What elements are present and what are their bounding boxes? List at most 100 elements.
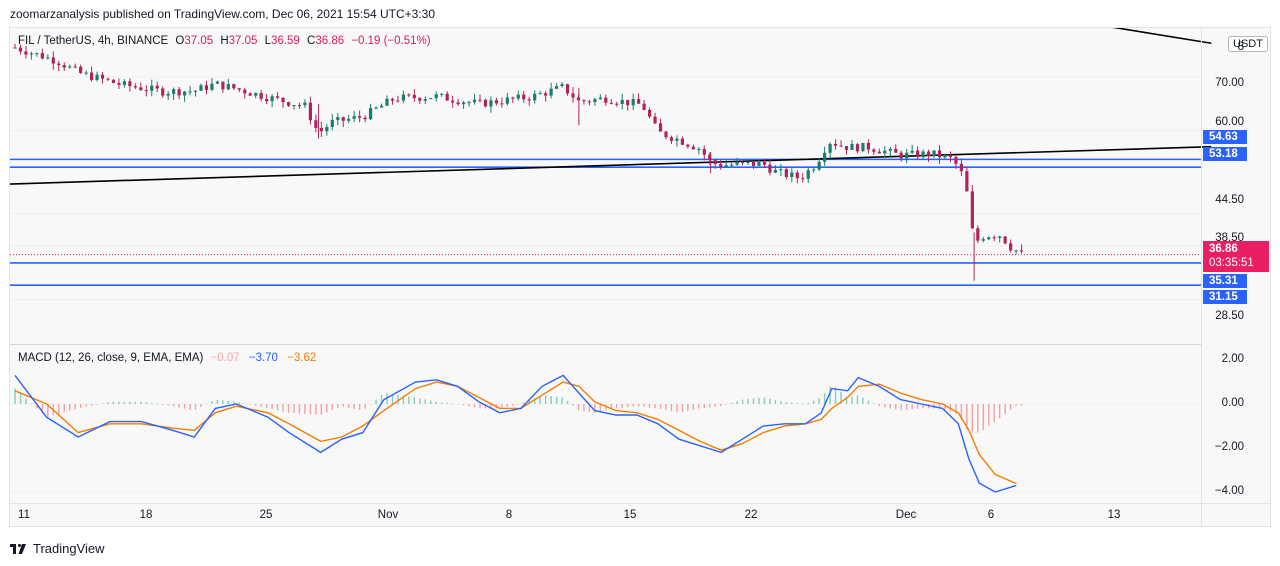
histogram-bar bbox=[123, 401, 126, 404]
currency-button[interactable]: USDT bbox=[1228, 36, 1268, 52]
candle-body bbox=[894, 148, 898, 153]
histogram-bar bbox=[1015, 404, 1017, 406]
candle-body bbox=[740, 162, 745, 164]
histogram-bar bbox=[517, 404, 519, 405]
candle-body bbox=[708, 154, 712, 161]
histogram-bar bbox=[966, 404, 968, 430]
candle-body bbox=[768, 164, 772, 173]
candle-body bbox=[150, 85, 154, 91]
high-value: 37.05 bbox=[228, 35, 258, 47]
histogram-bar bbox=[79, 404, 82, 408]
candle-body bbox=[336, 117, 340, 120]
candle-body bbox=[478, 99, 482, 101]
candle-body bbox=[833, 143, 838, 146]
histogram-bar bbox=[315, 404, 317, 415]
candle-body bbox=[445, 93, 449, 101]
price-tick: 44.50 bbox=[1215, 194, 1244, 206]
histogram-bar bbox=[85, 404, 87, 407]
histogram-bar bbox=[659, 404, 662, 409]
candle-body bbox=[637, 99, 641, 104]
candle-body bbox=[516, 94, 520, 99]
candle-body bbox=[401, 94, 406, 101]
price-tick: 28.50 bbox=[1215, 310, 1244, 322]
time-axis-border bbox=[10, 503, 1270, 504]
histogram-bar bbox=[643, 404, 645, 407]
candle-body bbox=[948, 155, 953, 158]
time-tick: 25 bbox=[259, 509, 273, 521]
candle-body bbox=[133, 86, 137, 88]
histogram-bar bbox=[309, 404, 312, 415]
histogram-bar bbox=[845, 396, 848, 404]
macd-title[interactable]: MACD (12, 26, close, 9, EMA, EMA) bbox=[18, 352, 204, 364]
histogram-bar bbox=[856, 395, 859, 404]
histogram-bar bbox=[878, 404, 881, 407]
candle-body bbox=[412, 94, 416, 99]
level-tag-53[interactable]: 53.18 bbox=[1203, 147, 1247, 161]
level-tag-35[interactable]: 35.31 bbox=[1203, 274, 1247, 288]
histogram-bar bbox=[479, 404, 481, 409]
candle-body bbox=[24, 51, 28, 55]
candle-body bbox=[987, 237, 991, 240]
candle-body bbox=[275, 96, 280, 98]
candle-body bbox=[724, 165, 728, 167]
candle-body bbox=[292, 105, 296, 107]
macd-tick: 2.00 bbox=[1221, 353, 1244, 365]
histogram-bar bbox=[807, 402, 809, 404]
close-label: C bbox=[307, 35, 316, 47]
candle-body bbox=[735, 162, 739, 165]
trend-lines bbox=[10, 28, 1212, 185]
histogram-bar bbox=[977, 404, 979, 433]
candle-body bbox=[155, 85, 159, 89]
candle-body bbox=[828, 143, 832, 153]
histogram-bar bbox=[200, 404, 202, 408]
histogram-bar bbox=[1004, 404, 1006, 415]
histogram-bar bbox=[140, 401, 142, 404]
macd-tick: −4.00 bbox=[1214, 485, 1244, 497]
candle-body bbox=[352, 116, 356, 119]
histogram-bar bbox=[944, 404, 946, 410]
candle-body bbox=[51, 57, 55, 64]
pane-divider[interactable] bbox=[10, 344, 1202, 345]
candle-body bbox=[423, 99, 427, 101]
candle-body bbox=[226, 84, 230, 90]
candle-body bbox=[117, 82, 121, 85]
histogram-bar bbox=[692, 404, 695, 410]
histogram-bar bbox=[719, 404, 722, 407]
candle-body bbox=[368, 107, 373, 120]
histogram-bar bbox=[577, 404, 580, 411]
level-tag-31[interactable]: 31.15 bbox=[1203, 290, 1247, 304]
histogram-bar bbox=[413, 397, 416, 404]
time-tick: Dec bbox=[895, 509, 917, 521]
candle-body bbox=[193, 90, 198, 92]
candle-body bbox=[374, 107, 378, 109]
candle-body bbox=[139, 87, 143, 91]
histogram-bar bbox=[74, 404, 76, 410]
symbol-title[interactable]: FIL / TetherUS, 4h, BINANCE bbox=[18, 35, 169, 47]
candle-body bbox=[937, 150, 942, 158]
histogram-bar bbox=[298, 404, 301, 414]
candle-body bbox=[89, 72, 94, 81]
time-tick: Nov bbox=[377, 509, 399, 521]
histogram-bar bbox=[440, 402, 443, 404]
histogram-bar bbox=[730, 402, 733, 404]
symbol-legend: FIL / TetherUS, 4h, BINANCE O37.05 H37.0… bbox=[18, 35, 435, 47]
candle-body bbox=[533, 93, 537, 101]
tradingview-footer[interactable]: TradingView bbox=[10, 541, 105, 556]
histogram-bar bbox=[632, 404, 634, 407]
histogram-bar bbox=[369, 404, 372, 405]
chart-canvas[interactable] bbox=[10, 28, 1271, 527]
histogram-bar bbox=[911, 404, 913, 410]
macd-line-value: −3.70 bbox=[248, 352, 278, 364]
histogram-bar bbox=[30, 403, 33, 404]
candle-body bbox=[762, 162, 767, 165]
histogram-bar bbox=[785, 402, 788, 404]
candle-body bbox=[598, 97, 602, 100]
horizontal-levels bbox=[10, 158, 1201, 287]
candle-body bbox=[29, 53, 34, 55]
candle-body bbox=[910, 150, 914, 153]
chart-area[interactable]: FIL / TetherUS, 4h, BINANCE O37.05 H37.0… bbox=[9, 27, 1271, 527]
histogram-bar bbox=[802, 403, 804, 405]
candle-body bbox=[494, 100, 499, 104]
level-tag-54[interactable]: 54.63 bbox=[1203, 130, 1247, 144]
histogram-bar bbox=[490, 404, 492, 409]
